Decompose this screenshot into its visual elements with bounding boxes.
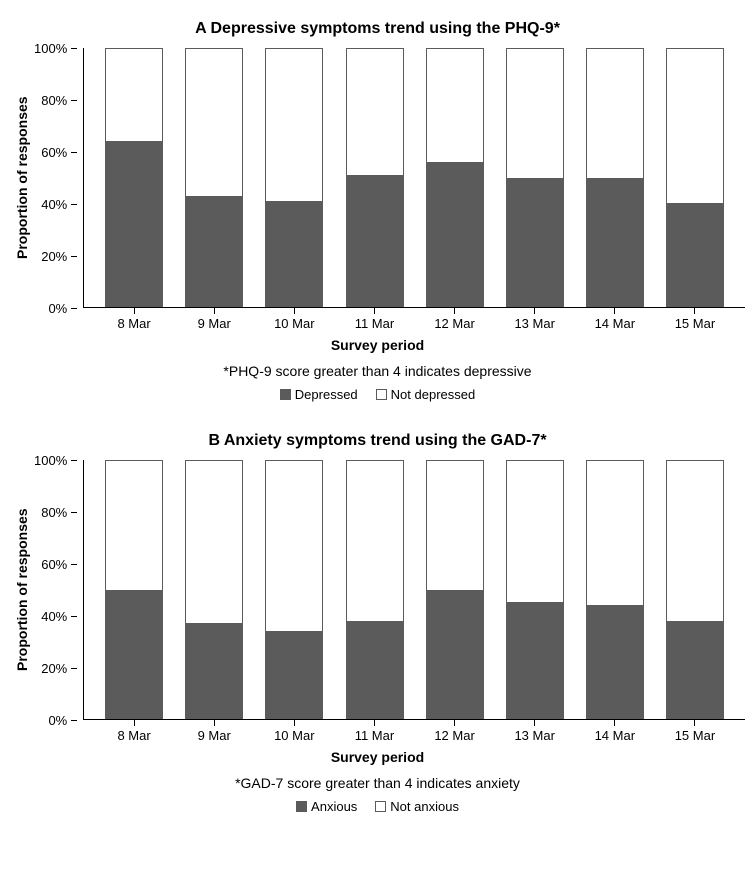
panel-b-xaxis: 8 Mar9 Mar10 Mar11 Mar12 Mar13 Mar14 Mar… [84,720,745,743]
bar-segment-bottom [426,590,484,720]
bar-segment-bottom [346,621,404,719]
xtick: 12 Mar [415,308,495,331]
bar-segment-top [426,460,484,590]
panel-b-footnote: *GAD-7 score greater than 4 indicates an… [10,775,745,791]
bar-column [415,460,495,719]
bar-column [655,48,735,307]
bar-column [94,460,174,719]
bar-segment-bottom [666,203,724,307]
panel-a-title: A Depressive symptoms trend using the PH… [10,20,745,38]
panel-a-footnote: *PHQ-9 score greater than 4 indicates de… [10,363,745,379]
bar-segment-top [506,460,564,602]
bar-column [254,48,334,307]
bar-segment-bottom [586,605,644,719]
xtick: 10 Mar [254,720,334,743]
bar-segment-top [185,460,243,623]
legend-swatch-empty [375,801,386,812]
panel-a-chart: Proportion of responses 100%80%60%40%20%… [10,48,745,308]
legend-label: Not anxious [390,799,459,814]
legend-item-depressed: Depressed [280,387,358,402]
xtick: 9 Mar [174,720,254,743]
bar-segment-bottom [586,178,644,308]
panel-a: A Depressive symptoms trend using the PH… [10,20,745,402]
xtick: 11 Mar [334,308,414,331]
bar-segment-bottom [426,162,484,307]
xtick: 10 Mar [254,308,334,331]
legend-item-not-depressed: Not depressed [376,387,476,402]
bar-column [415,48,495,307]
xtick: 15 Mar [655,720,735,743]
bar-column [575,460,655,719]
panel-b-legend: Anxious Not anxious [10,799,745,814]
bar-segment-bottom [105,141,163,307]
bar-segment-top [105,460,163,590]
panel-a-yaxis: 100%80%60%40%20%0% [34,48,83,308]
panel-b: B Anxiety symptoms trend using the GAD-7… [10,432,745,814]
panel-b-yaxis: 100%80%60%40%20%0% [34,460,83,720]
bar-segment-top [426,48,484,162]
legend-label: Anxious [311,799,357,814]
bar-column [655,460,735,719]
xtick: 9 Mar [174,308,254,331]
xtick: 13 Mar [495,308,575,331]
bar-segment-top [506,48,564,178]
bar-segment-top [346,460,404,621]
bar-column [335,48,415,307]
legend-swatch-filled [280,389,291,400]
bar-segment-bottom [185,196,243,307]
xtick: 14 Mar [575,308,655,331]
xtick: 14 Mar [575,720,655,743]
panel-b-plot [83,460,745,720]
panel-b-xlabel: Survey period [10,749,745,765]
legend-swatch-filled [296,801,307,812]
bar-column [495,48,575,307]
bar-column [495,460,575,719]
bar-segment-bottom [265,201,323,307]
bar-column [174,460,254,719]
bar-segment-bottom [506,178,564,308]
legend-item-not-anxious: Not anxious [375,799,459,814]
xtick: 11 Mar [334,720,414,743]
panel-a-plot [83,48,745,308]
panel-b-chart: Proportion of responses 100%80%60%40%20%… [10,460,745,720]
legend-swatch-empty [376,389,387,400]
xtick: 13 Mar [495,720,575,743]
bar-column [174,48,254,307]
bar-segment-top [666,48,724,203]
bar-segment-top [185,48,243,196]
bar-segment-top [586,460,644,605]
panel-b-title: B Anxiety symptoms trend using the GAD-7… [10,432,745,450]
bar-segment-bottom [506,602,564,719]
bar-segment-top [586,48,644,178]
bar-segment-bottom [265,631,323,719]
panel-a-xaxis: 8 Mar9 Mar10 Mar11 Mar12 Mar13 Mar14 Mar… [84,308,745,331]
bar-segment-top [265,460,323,631]
bar-segment-top [105,48,163,141]
xtick: 8 Mar [94,308,174,331]
xtick: 12 Mar [415,720,495,743]
legend-label: Not depressed [391,387,476,402]
panel-a-legend: Depressed Not depressed [10,387,745,402]
xtick: 8 Mar [94,720,174,743]
bar-column [254,460,334,719]
bar-segment-bottom [105,590,163,720]
bar-segment-top [346,48,404,175]
bar-segment-bottom [185,623,243,719]
panel-a-ylabel: Proportion of responses [10,48,34,308]
bar-column [335,460,415,719]
bar-segment-top [265,48,323,201]
bar-segment-top [666,460,724,621]
panel-b-ylabel: Proportion of responses [10,460,34,720]
panel-a-xlabel: Survey period [10,337,745,353]
bar-column [575,48,655,307]
bar-column [94,48,174,307]
legend-label: Depressed [295,387,358,402]
xtick: 15 Mar [655,308,735,331]
bar-segment-bottom [346,175,404,307]
bar-segment-bottom [666,621,724,719]
legend-item-anxious: Anxious [296,799,357,814]
